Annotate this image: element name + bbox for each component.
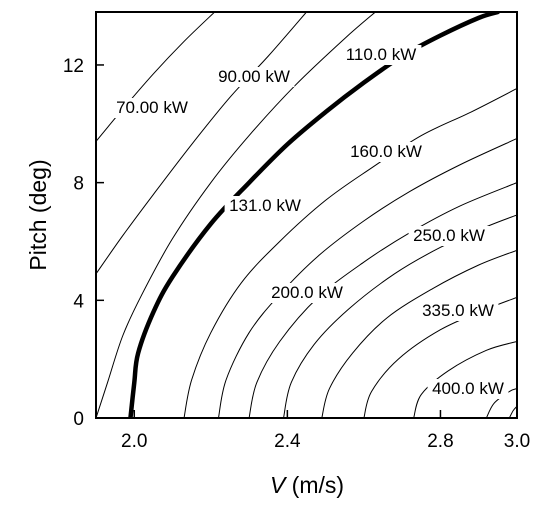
contour-label-400-0-kw: 400.0 kW <box>432 379 504 398</box>
contour-label-bg <box>111 98 193 118</box>
y-tick-label: 12 <box>63 56 84 77</box>
x-tick-label: 2.8 <box>427 431 453 452</box>
contour-line-250-0-kw <box>321 249 517 418</box>
contour-label-131-0-kw: 131.0 kW <box>229 196 301 215</box>
contour-label-250-0-kw: 250.0 kW <box>413 226 485 245</box>
contour-line-400-0-kw <box>508 405 517 418</box>
axis-ticks: 2.0 2.4 2.8 3.0 0 4 8 12 <box>63 56 530 452</box>
contour-label-70-00-kw: 70.00 kW <box>116 98 188 117</box>
contour-line-110-0-kw <box>96 12 376 418</box>
contour-label-bg <box>345 142 427 162</box>
x-tick-label: 2.0 <box>121 431 147 452</box>
contour-label-bg <box>224 196 306 216</box>
contour-label-bg <box>213 67 295 87</box>
contour-line-70-00-kw <box>96 12 216 142</box>
contour-lines <box>96 12 517 418</box>
y-axis-label: Pitch (deg) <box>25 159 51 270</box>
contour-label-110-0-kw: 110.0 kW <box>346 45 417 64</box>
plot-frame <box>95 11 518 419</box>
contour-line-131-0-kw <box>128 12 501 418</box>
contour-line-160-0-kw <box>183 87 517 418</box>
contour-label-bg <box>417 301 499 321</box>
contour-label-bg <box>340 45 422 65</box>
y-tick-label: 4 <box>73 291 84 312</box>
contour-line-180-0-kw <box>217 138 517 418</box>
contour-label-335-0-kw: 335.0 kW <box>422 301 494 320</box>
contour-line-90-00-kw <box>96 12 307 275</box>
contour-line-335-0-kw <box>413 341 517 418</box>
y-tick-label: 8 <box>73 174 84 195</box>
y-tick-label: 0 <box>73 409 84 430</box>
contour-label-bg <box>266 283 348 303</box>
contour-label-bg <box>427 379 509 399</box>
x-tick-label: 3.0 <box>504 431 530 452</box>
contour-labels: 70.00 kW 90.00 kW 110.0 kW 131.0 kW 160.0 kW… <box>111 45 509 399</box>
contour-line-200-0-kw <box>248 182 517 418</box>
contour-label-160-0-kw: 160.0 kW <box>350 142 422 161</box>
x-tick-label: 2.4 <box>274 431 301 452</box>
contour-label-200-0-kw: 200.0 kW <box>271 283 343 302</box>
contour-label-bg <box>408 226 490 246</box>
contour-label-90-00-kw: 90.00 kW <box>218 67 290 86</box>
x-axis-label: V (m/s) <box>270 472 344 498</box>
